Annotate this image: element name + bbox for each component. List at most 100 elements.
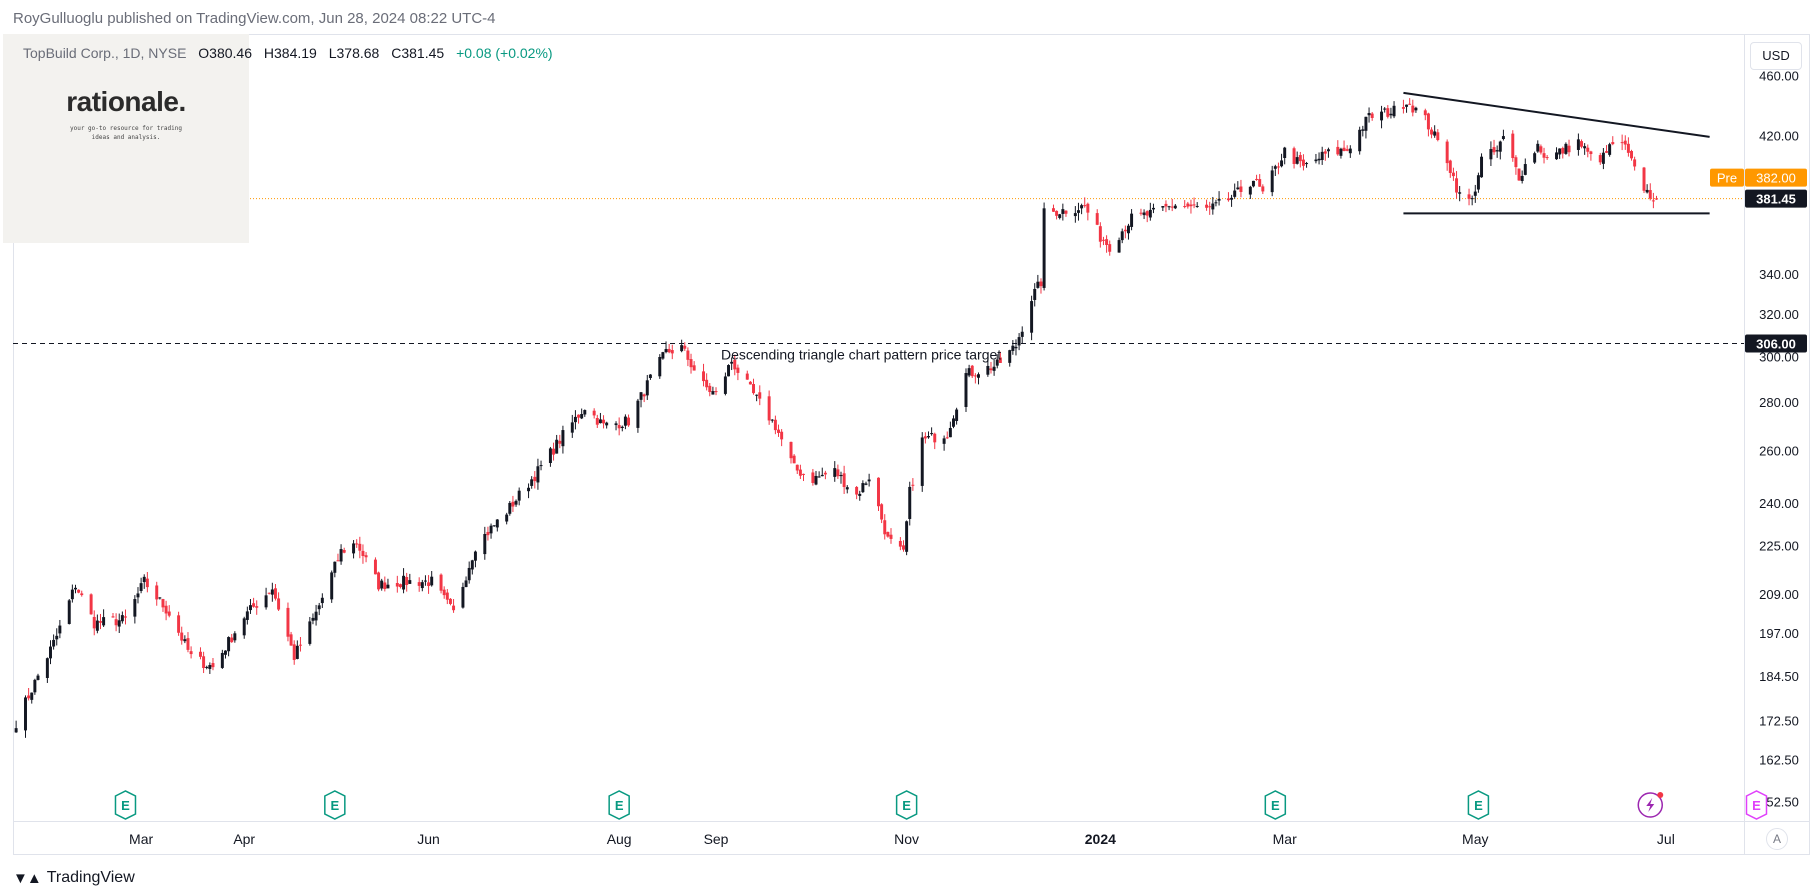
candle-body bbox=[767, 396, 771, 421]
low-value: L378.68 bbox=[328, 45, 380, 61]
candle bbox=[730, 357, 734, 371]
candle bbox=[1186, 201, 1190, 209]
candle bbox=[295, 640, 299, 660]
symbol-title[interactable]: TopBuild Corp., 1D, NYSE bbox=[23, 45, 187, 61]
candle-body bbox=[311, 617, 315, 621]
candle bbox=[1601, 148, 1605, 170]
candle bbox=[1408, 98, 1412, 105]
candle-body bbox=[1142, 212, 1146, 216]
candle bbox=[158, 597, 162, 600]
candle-body bbox=[1214, 202, 1218, 204]
candle bbox=[1611, 136, 1615, 146]
candle-body bbox=[1058, 214, 1062, 218]
candle bbox=[1523, 158, 1527, 176]
candle bbox=[242, 616, 246, 639]
candle-body bbox=[555, 439, 559, 454]
candle-body bbox=[286, 607, 290, 637]
candle-body bbox=[1598, 155, 1602, 163]
candle-body bbox=[1283, 147, 1287, 158]
candle-body bbox=[114, 619, 118, 626]
candle-body bbox=[858, 493, 862, 496]
candle-body bbox=[483, 534, 487, 555]
candle bbox=[508, 501, 512, 516]
candle-body bbox=[242, 618, 246, 636]
candle bbox=[286, 602, 290, 642]
candle-body bbox=[989, 368, 993, 371]
open-value: O380.46 bbox=[198, 45, 253, 61]
candle bbox=[114, 613, 118, 632]
candle-body bbox=[908, 486, 912, 519]
candle-body bbox=[1017, 337, 1021, 346]
candle-body bbox=[183, 639, 187, 642]
candle bbox=[1517, 168, 1521, 181]
currency-button[interactable]: USD bbox=[1750, 42, 1802, 70]
candle-body bbox=[145, 578, 149, 588]
candle-body bbox=[1255, 178, 1259, 180]
trendline-triangle-resistance[interactable] bbox=[1403, 91, 1710, 138]
candle bbox=[317, 602, 321, 616]
candle bbox=[1620, 134, 1624, 151]
earnings-icon[interactable]: E bbox=[608, 790, 630, 820]
candle bbox=[1567, 139, 1571, 157]
candle bbox=[945, 431, 949, 439]
earnings-icon[interactable]: E bbox=[895, 790, 918, 820]
candle bbox=[267, 592, 271, 595]
candle-body bbox=[1130, 213, 1134, 227]
candle-body bbox=[430, 576, 434, 586]
candle-body bbox=[933, 433, 937, 443]
candle-body bbox=[948, 427, 952, 438]
y-tick-label: 225.00 bbox=[1759, 539, 1799, 554]
candle bbox=[1430, 127, 1434, 139]
candle bbox=[817, 471, 821, 478]
last-price-badge-bg bbox=[1745, 189, 1807, 208]
candle-body bbox=[1208, 206, 1212, 208]
candle bbox=[80, 590, 84, 597]
y-tick-label: 340.00 bbox=[1759, 267, 1799, 282]
candle-body bbox=[1108, 244, 1112, 252]
candle bbox=[74, 584, 77, 594]
candle-body bbox=[111, 616, 115, 618]
candle bbox=[1036, 274, 1040, 289]
candle-body bbox=[1348, 148, 1352, 154]
candle-body bbox=[211, 663, 215, 668]
candle bbox=[1545, 154, 1549, 160]
earnings-icon[interactable]: E bbox=[1467, 790, 1490, 820]
x-tick-label: Apr bbox=[233, 831, 255, 847]
candle bbox=[708, 383, 712, 397]
candle bbox=[202, 651, 206, 674]
earnings-icon[interactable]: E bbox=[324, 790, 346, 820]
candle-body bbox=[352, 543, 356, 554]
dividend-icon[interactable] bbox=[1637, 792, 1664, 818]
earnings-icon-letter: E bbox=[1474, 798, 1483, 813]
candle bbox=[1083, 197, 1087, 208]
candle bbox=[1564, 142, 1568, 155]
candle bbox=[277, 592, 281, 612]
candle-body bbox=[1451, 172, 1455, 177]
earnings-icon[interactable]: E bbox=[114, 790, 137, 820]
candle-body bbox=[527, 487, 531, 492]
candle-body bbox=[330, 572, 334, 600]
candle-body bbox=[1358, 129, 1362, 152]
candle bbox=[1276, 162, 1280, 175]
tradingview-branding[interactable]: ▼▲ TradingView bbox=[13, 869, 135, 887]
candle-body bbox=[505, 514, 509, 522]
earnings-icon-letter: E bbox=[615, 798, 624, 813]
candle-body bbox=[927, 436, 930, 438]
earnings-icon-letter: E bbox=[121, 798, 130, 813]
earnings-icon-marker bbox=[114, 790, 137, 820]
candle bbox=[577, 414, 581, 424]
candle bbox=[1117, 237, 1121, 253]
candle bbox=[1558, 148, 1562, 159]
future-earnings-icon[interactable]: E bbox=[1745, 790, 1768, 820]
candle bbox=[52, 634, 56, 650]
candle bbox=[1105, 235, 1109, 253]
earnings-icon[interactable]: E bbox=[1264, 790, 1287, 820]
candle bbox=[886, 531, 890, 538]
chart-frame bbox=[13, 34, 1810, 855]
candle bbox=[264, 587, 268, 610]
auto-scale-button[interactable]: A bbox=[1766, 828, 1788, 850]
candle bbox=[1205, 199, 1209, 211]
candle-body bbox=[780, 431, 784, 440]
candle-body bbox=[1383, 108, 1387, 110]
